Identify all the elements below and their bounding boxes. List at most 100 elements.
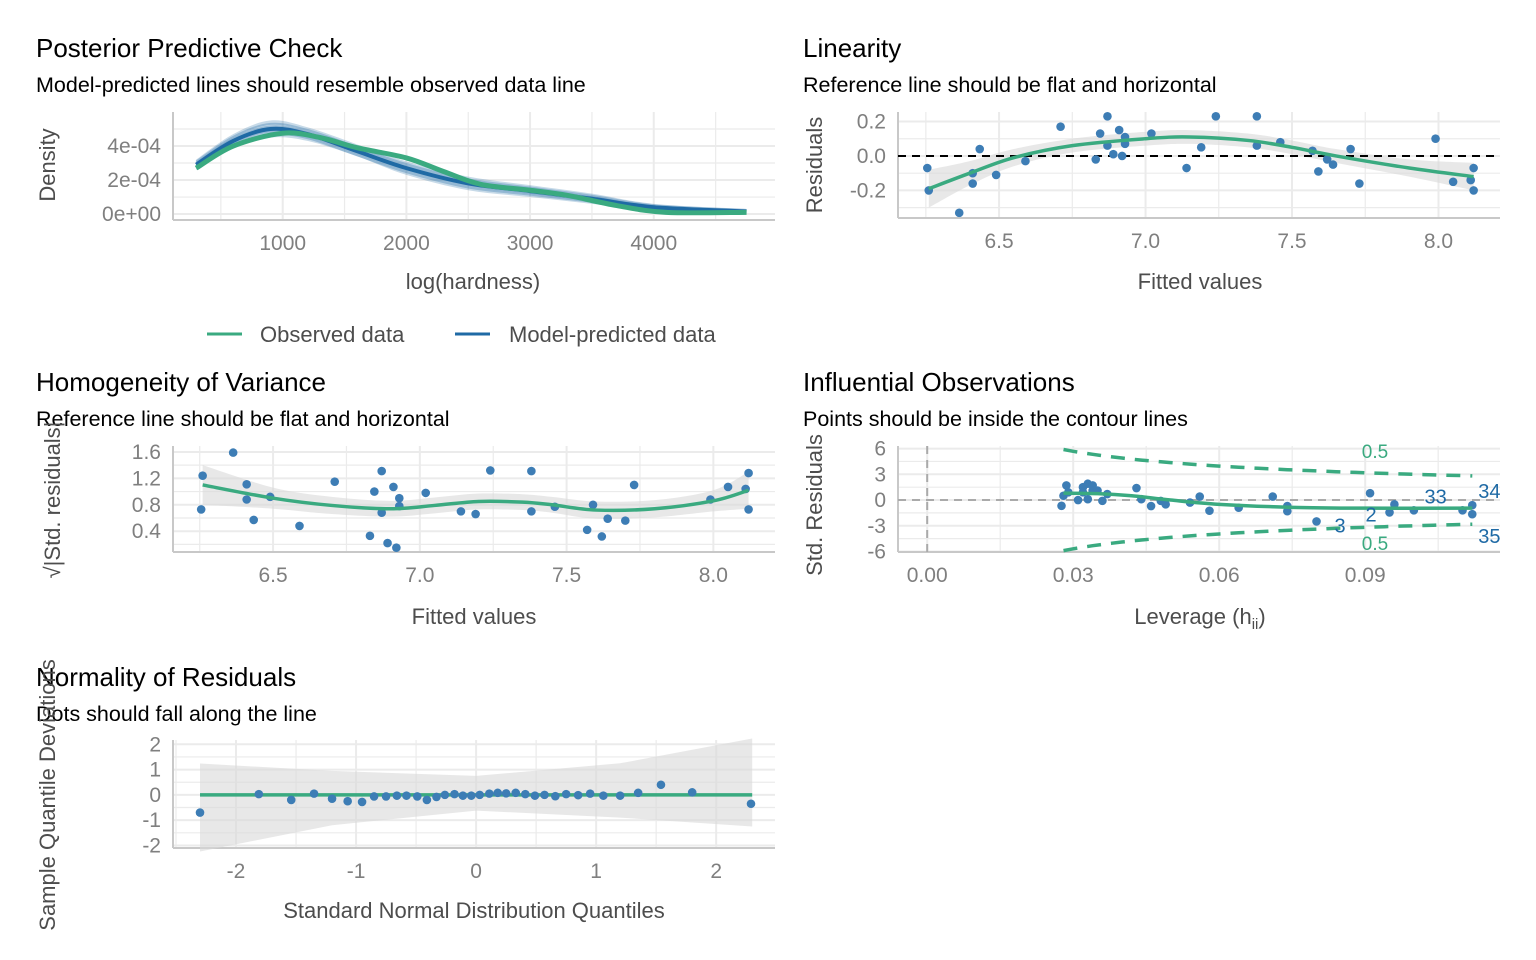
data-point	[196, 505, 206, 514]
data-point	[377, 466, 386, 476]
linearity-title: Linearity	[803, 33, 901, 63]
data-point	[1098, 496, 1107, 506]
y-tick-label: 0.4	[132, 520, 162, 543]
data-point	[369, 792, 379, 801]
predicted-line	[195, 125, 747, 212]
x-tick-label: 1000	[259, 232, 306, 255]
data-point	[1467, 509, 1477, 519]
data-point	[922, 163, 932, 173]
y-tick-label: 0e+00	[102, 203, 161, 226]
data-point	[456, 507, 466, 516]
x-tick-label: 0.00	[907, 564, 948, 587]
point-label: 35	[1478, 526, 1500, 548]
data-point	[392, 543, 401, 553]
data-point	[458, 791, 468, 800]
y-tick-label: 0	[149, 784, 161, 807]
data-point	[597, 532, 607, 541]
y-tick-label: 1.2	[132, 467, 161, 490]
data-point	[466, 791, 476, 800]
point-label: 2	[1366, 504, 1377, 526]
x-tick-label: 3000	[507, 232, 554, 255]
data-point	[527, 466, 536, 476]
predicted-line	[195, 126, 747, 214]
data-point	[588, 500, 598, 510]
data-point	[530, 791, 540, 800]
data-point	[1328, 160, 1338, 169]
data-point	[242, 495, 251, 504]
data-point	[603, 514, 612, 523]
data-point	[573, 790, 583, 800]
x-tick-label: 0.06	[1199, 564, 1240, 587]
data-point	[1431, 134, 1440, 144]
data-point	[582, 525, 592, 535]
data-point	[286, 795, 296, 805]
cook-contour-label-lower: 0.5	[1362, 534, 1388, 555]
data-point	[656, 780, 666, 790]
data-point	[1114, 125, 1124, 135]
data-point	[402, 791, 411, 800]
y-tick-label: 4e-04	[107, 135, 161, 158]
smooth-line	[1063, 491, 1473, 510]
legend-observed-label: Observed data	[260, 322, 405, 347]
data-point	[1021, 156, 1030, 166]
data-point	[295, 521, 304, 531]
data-point	[1062, 481, 1071, 490]
data-point	[1355, 179, 1364, 188]
data-point	[1211, 112, 1221, 121]
x-tick-label: 7.0	[405, 564, 434, 587]
predicted-line	[195, 122, 747, 211]
cook-contour-label-upper: 0.5	[1362, 442, 1388, 463]
y-tick-label: -0.2	[850, 179, 886, 202]
data-point	[412, 792, 422, 801]
data-point	[485, 789, 494, 798]
data-point	[327, 794, 337, 803]
x-tick-label: 0.03	[1053, 564, 1094, 587]
influential-y-axis-title: Std. Residuals	[802, 434, 827, 576]
data-point	[1146, 501, 1156, 511]
y-tick-label: -3	[867, 515, 886, 538]
point-label: 34	[1478, 481, 1500, 503]
smooth-ci-band	[928, 130, 1474, 208]
x-tick-label: 2000	[383, 232, 430, 255]
data-point	[975, 144, 985, 154]
x-tick-label: 8.0	[1424, 230, 1453, 253]
homogeneity-x-axis-title: Fitted values	[412, 604, 537, 629]
data-point	[1448, 177, 1458, 187]
data-point	[1132, 483, 1141, 493]
x-tick-label: 7.5	[552, 564, 581, 587]
normality-x-axis-title: Standard Normal Distribution Quantiles	[283, 898, 665, 923]
data-point	[1205, 506, 1214, 516]
ppc-legend: Observed data Model-predicted data	[207, 322, 716, 347]
data-point	[330, 477, 340, 486]
influential-subtitle: Points should be inside the contour line…	[803, 407, 1188, 431]
data-point	[343, 796, 352, 806]
data-point	[381, 792, 391, 801]
data-point	[1057, 501, 1066, 511]
y-tick-label: 0.2	[857, 110, 886, 133]
data-point	[615, 791, 625, 800]
data-point	[1056, 122, 1065, 131]
observed-line	[194, 130, 747, 216]
data-point	[1322, 155, 1332, 164]
data-point	[377, 508, 386, 518]
x-tick-label: 6.5	[984, 230, 1013, 253]
x-tick-label: -2	[227, 860, 246, 883]
data-point	[1073, 495, 1083, 505]
data-point	[540, 790, 549, 800]
x-tick-label: 2	[710, 860, 722, 883]
y-tick-label: -2	[142, 834, 161, 857]
data-point	[551, 791, 560, 801]
data-point	[585, 789, 595, 798]
data-point	[254, 789, 264, 799]
data-point	[746, 799, 756, 809]
data-point	[440, 790, 450, 800]
data-point	[422, 795, 432, 805]
linearity-x-axis-title: Fitted values	[1138, 269, 1263, 294]
data-point	[421, 488, 431, 498]
ppc-title: Posterior Predictive Check	[36, 33, 343, 63]
data-point	[1312, 517, 1321, 526]
y-tick-label: 2	[149, 733, 161, 756]
data-point	[954, 208, 964, 218]
data-point	[1365, 488, 1375, 498]
y-tick-label: 0.8	[132, 494, 161, 517]
